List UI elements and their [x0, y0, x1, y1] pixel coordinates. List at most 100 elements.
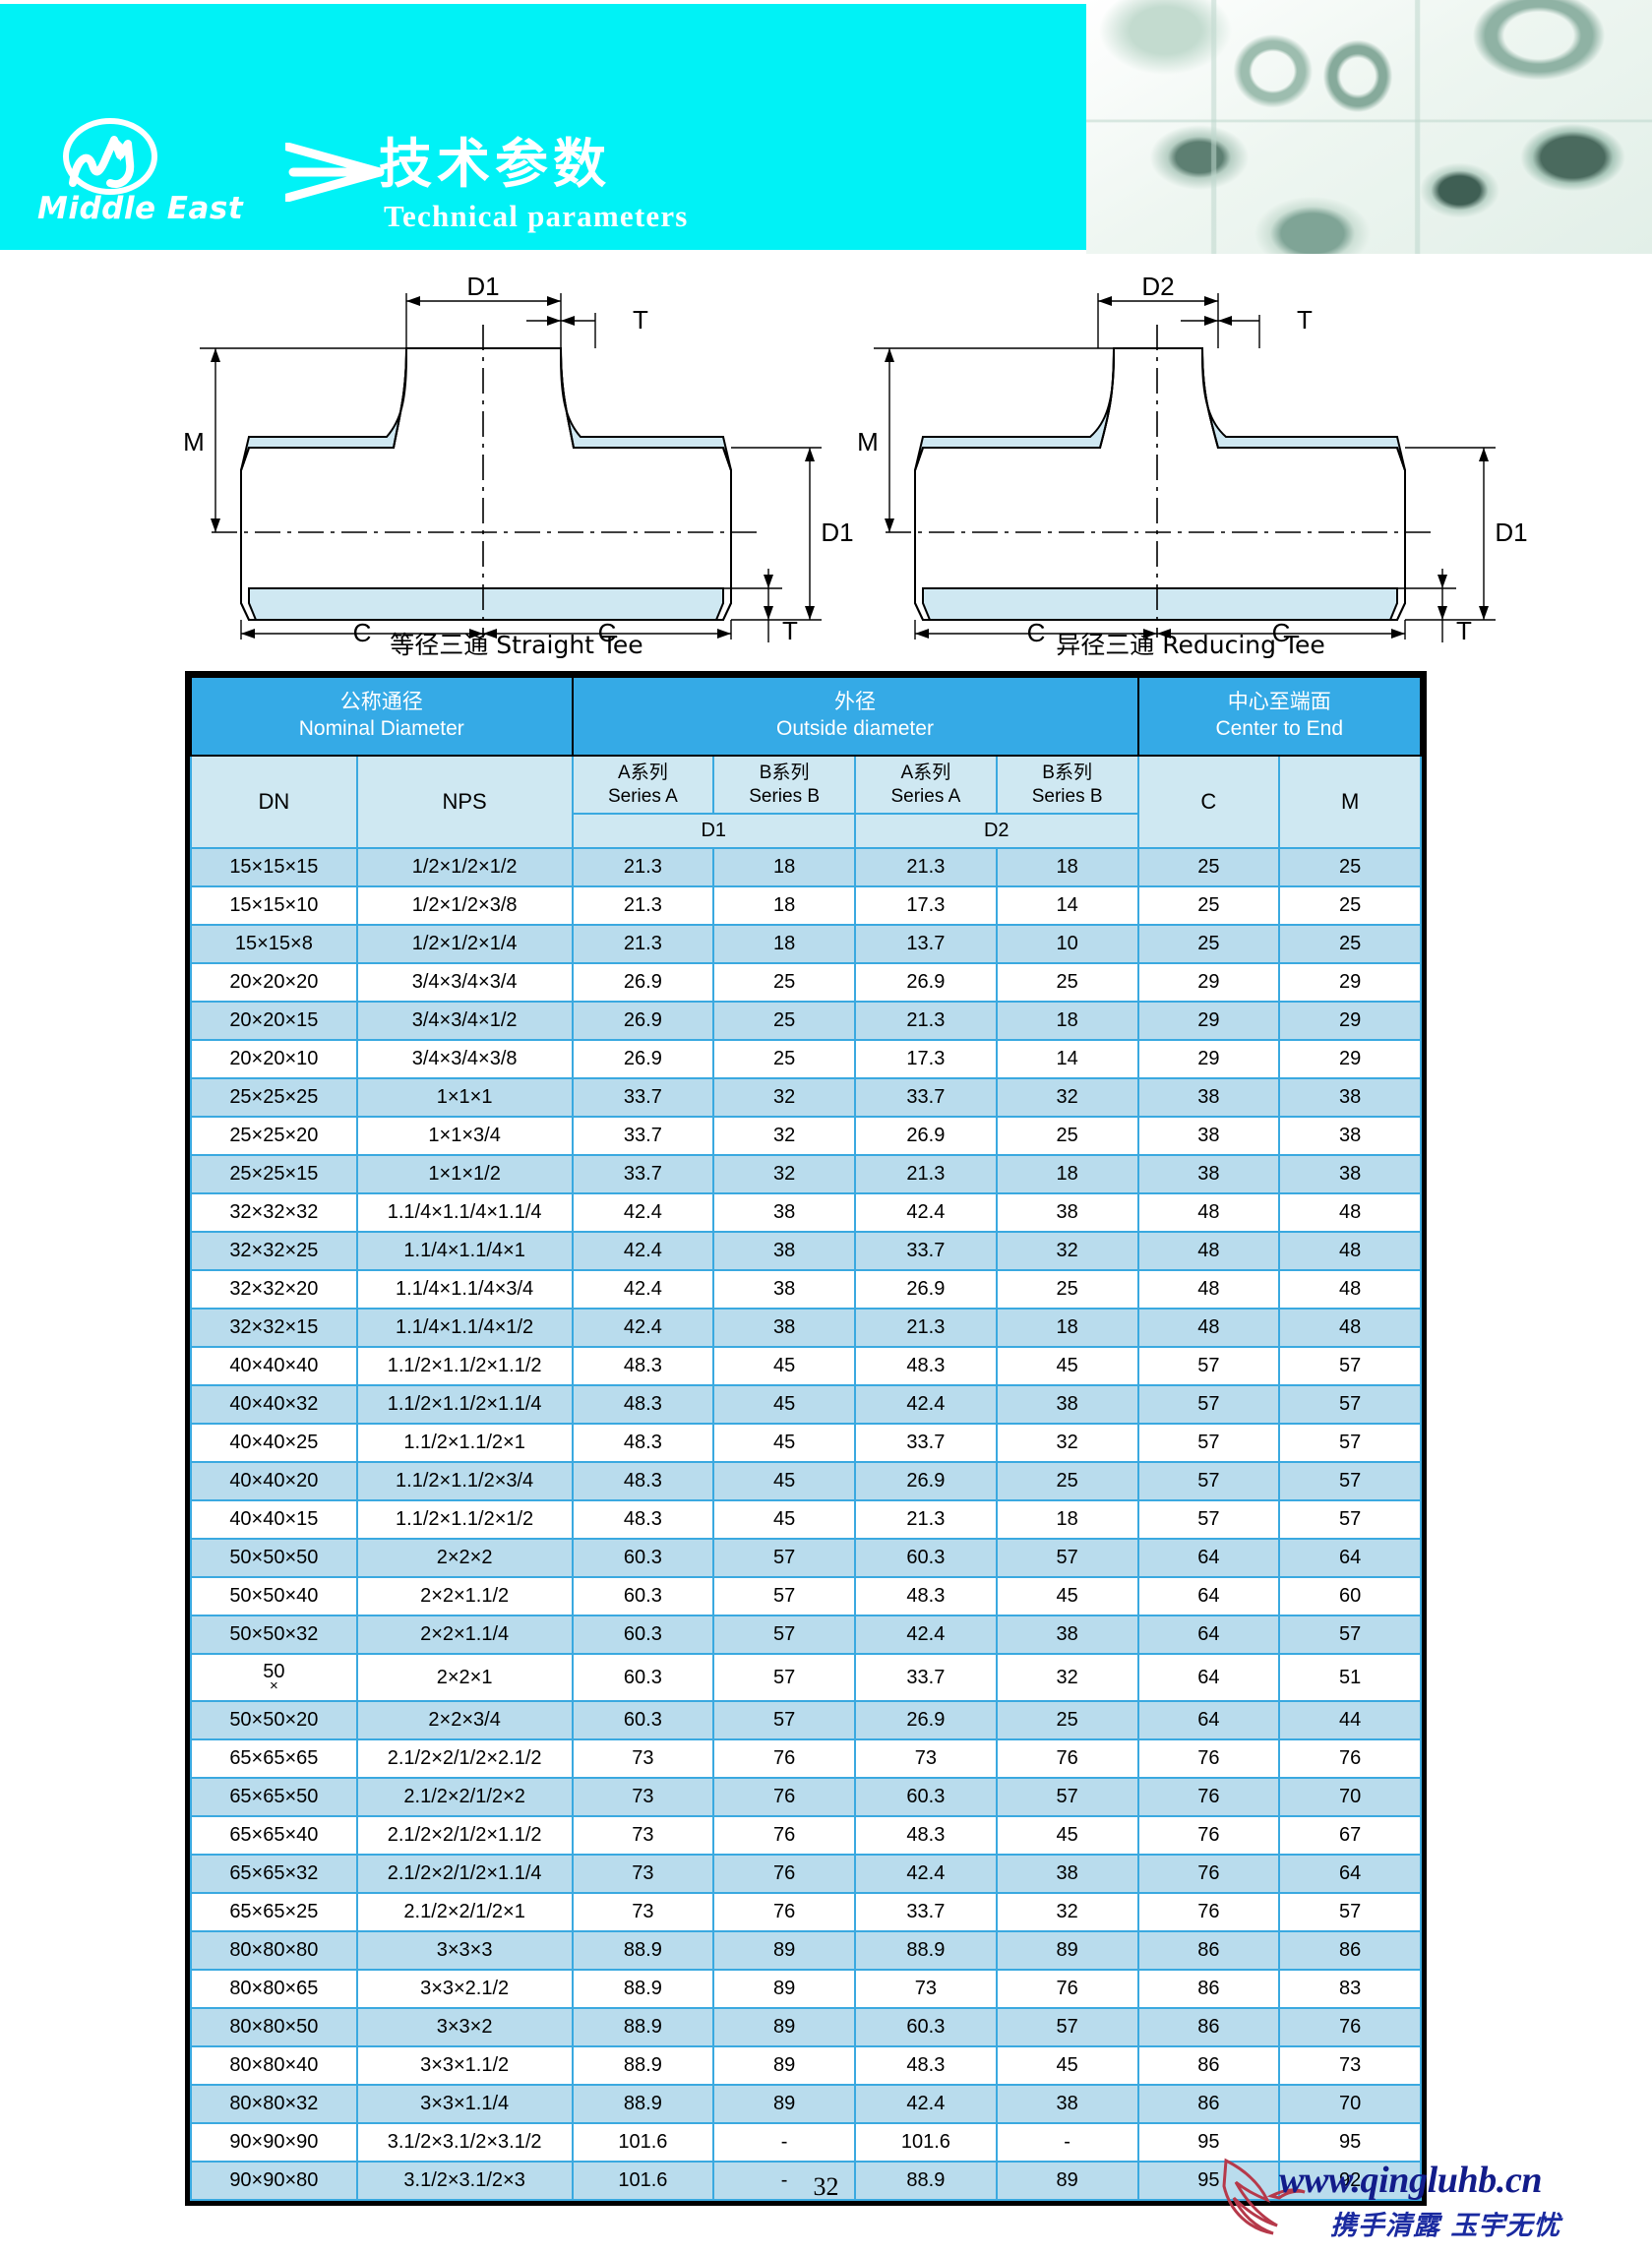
table-row: 50×50×40 2×2×1.1/2 60.3 57 48.3 45 64 60 [190, 1576, 1422, 1617]
cell-c: 29 [1136, 1039, 1281, 1080]
cell-d2a: 21.3 [854, 1499, 998, 1541]
cell-d2a: 88.9 [854, 1930, 998, 1972]
dim-label-t-right: T [782, 616, 798, 645]
cell-d1a: 48.3 [571, 1461, 715, 1502]
cell-d1a: 48.3 [571, 1384, 715, 1426]
cell-dn: 90×90×80 [190, 2161, 358, 2202]
cell-d2b: 89 [995, 2161, 1139, 2202]
table-body: 15×15×15 1/2×1/2×1/2 21.3 18 21.3 18 25 25 15×15… [190, 847, 1422, 2202]
cell-m: 57 [1278, 1461, 1422, 1502]
cell-d2b: 32 [995, 1423, 1139, 1464]
cell-d1b: 57 [712, 1700, 856, 1741]
cell-m: 70 [1278, 1777, 1422, 1818]
cell-c: 64 [1136, 1538, 1281, 1579]
cell-dn: 32×32×32 [190, 1192, 358, 1234]
cell-d2a: 26.9 [854, 1461, 998, 1502]
cell-c: 48 [1136, 1308, 1281, 1349]
table-row: 65×65×40 2.1/2×2/1/2×1.1/2 73 76 48.3 45 76 67 [190, 1815, 1422, 1857]
cell-d2b: 45 [995, 1815, 1139, 1857]
cell-d1b: 32 [712, 1154, 856, 1195]
cell-m: 57 [1278, 1892, 1422, 1933]
cell-d1a: 21.3 [571, 924, 715, 965]
cell-dn: 50×50×40 [190, 1576, 358, 1617]
series-a-cn: A系列 [618, 762, 668, 783]
cell-d2a: 48.3 [854, 1576, 998, 1617]
cell-nps: 2×2×1.1/2 [355, 1576, 574, 1617]
cell-d1b: 38 [712, 1231, 856, 1272]
table-row: 25×25×15 1×1×1/2 33.7 32 21.3 18 38 38 [190, 1154, 1422, 1195]
col-header-d2-series-a: A系列 Series A [854, 754, 998, 816]
cell-d1a: 60.3 [571, 1538, 715, 1579]
cell-nps: 3×3×1.1/4 [355, 2084, 574, 2125]
cell-d1b: 89 [712, 2007, 856, 2048]
cell-d1a: 48.3 [571, 1423, 715, 1464]
series-b-en: Series B [1031, 785, 1103, 807]
watermark-url[interactable]: www.qingluhb.cn [1279, 2160, 1543, 2201]
cell-c: 57 [1136, 1384, 1281, 1426]
cell-d2a: 17.3 [854, 885, 998, 927]
table-row: 65×65×25 2.1/2×2/1/2×1 73 76 33.7 32 76 57 [190, 1892, 1422, 1933]
cell-d1b: 57 [712, 1538, 856, 1579]
cell-d2a: 33.7 [854, 1077, 998, 1119]
cell-m: 76 [1278, 2007, 1422, 2048]
cell-d1b: 25 [712, 962, 856, 1004]
table-row: 90×90×90 3.1/2×3.1/2×3.1/2 101.6-101.6-95 9… [190, 2122, 1422, 2164]
cell-d1b: 89 [712, 2084, 856, 2125]
cell-d1a: 21.3 [571, 885, 715, 927]
group-outside-diameter-cn: 外径 [834, 691, 876, 713]
cell-c: 86 [1136, 1930, 1281, 1972]
cell-d1b: - [712, 2122, 856, 2164]
site-watermark: www.qingluhb.cn 携手清露 玉宇无忧 [1220, 2157, 1643, 2250]
cell-dn: 15×15×10 [190, 885, 358, 927]
cell-dn: 25×25×25 [190, 1077, 358, 1119]
col-header-m: M [1278, 754, 1422, 850]
cell-c: 38 [1136, 1116, 1281, 1157]
cell-c: 64 [1136, 1653, 1281, 1703]
cell-nps: 2.1/2×2/1/2×1 [355, 1892, 574, 1933]
cell-d2a: 26.9 [854, 962, 998, 1004]
cell-d2b: 38 [995, 2084, 1139, 2125]
cell-d2b: 18 [995, 1308, 1139, 1349]
specifications-table: 公称通径 Nominal Diameter 外径 Outside diamete… [190, 676, 1422, 2202]
cell-d1b: 18 [712, 847, 856, 888]
cell-d2b: 89 [995, 1930, 1139, 1972]
cell-d1a: 33.7 [571, 1154, 715, 1195]
cell-d2a: 21.3 [854, 1308, 998, 1349]
cell-nps: 1.1/2×1.1/2×1.1/2 [355, 1346, 574, 1387]
col-header-dn: DN [190, 754, 358, 850]
table-row: 40×40×20 1.1/2×1.1/2×3/4 48.3 45 26.9 25 57 57 [190, 1461, 1422, 1502]
dim-label-d2-top: D2 [1141, 272, 1174, 301]
cell-m: 48 [1278, 1308, 1422, 1349]
cell-dn: 32×32×25 [190, 1231, 358, 1272]
cell-d2b: - [995, 2122, 1139, 2164]
cell-c: 76 [1136, 1892, 1281, 1933]
table-row: 32×32×20 1.1/4×1.1/4×3/4 42.4 38 26.9 25 48 48 [190, 1269, 1422, 1310]
cell-c: 86 [1136, 1969, 1281, 2010]
table-subheader-row: DN NPS A系列 Series A B系列 Series B A系列 Ser… [190, 754, 1422, 850]
cell-d1a: 42.4 [571, 1192, 715, 1234]
cell-d2a: 21.3 [854, 847, 998, 888]
cell-c: 38 [1136, 1154, 1281, 1195]
cell-d2a: 21.3 [854, 1001, 998, 1042]
cell-nps: 1.1/4×1.1/4×1.1/4 [355, 1192, 574, 1234]
table-row: 32×32×15 1.1/4×1.1/4×1/2 42.4 38 21.3 18 48 48 [190, 1308, 1422, 1349]
cell-nps: 2×2×3/4 [355, 1700, 574, 1741]
table-row: 65×65×65 2.1/2×2/1/2×2.1/2 73 76 73 76 76 76 [190, 1738, 1422, 1780]
cell-d1b: 38 [712, 1269, 856, 1310]
cell-c: 64 [1136, 1576, 1281, 1617]
cell-m: 73 [1278, 2045, 1422, 2087]
dim-label-d1-top: D1 [466, 272, 499, 301]
table-row: 80×80×65 3×3×2.1/2 88.9 89 73 76 86 83 [190, 1969, 1422, 2010]
cell-d1a: 48.3 [571, 1499, 715, 1541]
table-row: 40×40×32 1.1/2×1.1/2×1.1/4 48.3 45 42.4 38 57 5… [190, 1384, 1422, 1426]
cell-d1b: 45 [712, 1346, 856, 1387]
group-nominal-diameter-en: Nominal Diameter [298, 716, 464, 740]
cell-dn: 80×80×50 [190, 2007, 358, 2048]
cell-d2b: 45 [995, 2045, 1139, 2087]
cell-dn: 20×20×15 [190, 1001, 358, 1042]
cell-d2a: 42.4 [854, 1854, 998, 1895]
table-row: 80×80×80 3×3×3 88.9 89 88.9 89 86 86 [190, 1930, 1422, 1972]
cell-d1a: 33.7 [571, 1116, 715, 1157]
cell-d1b: 45 [712, 1499, 856, 1541]
cell-d2b: 25 [995, 1461, 1139, 1502]
